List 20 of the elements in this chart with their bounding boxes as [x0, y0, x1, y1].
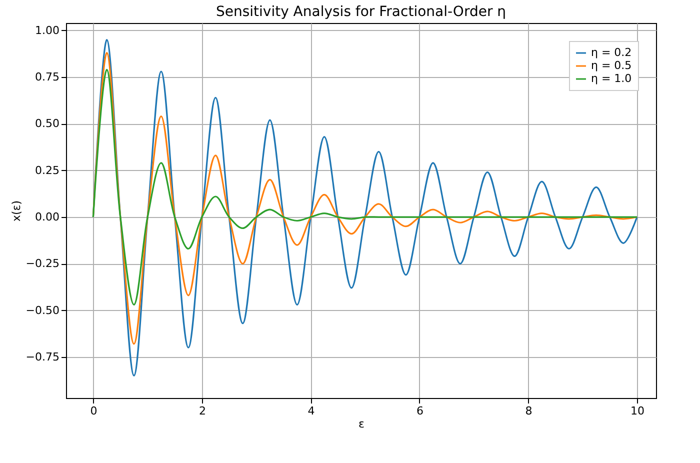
legend-label: η = 0.5	[591, 59, 632, 72]
x-tick-label: 8	[525, 404, 532, 418]
y-tick-label: −0.25	[26, 257, 60, 270]
y-tick-label: 0.50	[35, 117, 60, 130]
x-axis-title: ε	[358, 418, 365, 430]
y-tick-label: 0.25	[35, 164, 60, 177]
x-tick-label: 2	[198, 404, 206, 418]
y-tick-label: 1.00	[35, 24, 60, 37]
legend-label: η = 1.0	[591, 72, 632, 85]
y-tick-label: 0.00	[35, 210, 60, 224]
x-tick-label: 10	[630, 404, 644, 418]
chart-title: Sensitivity Analysis for Fractional-Order η	[216, 4, 506, 20]
y-axis-title: x(ε)	[10, 200, 23, 222]
x-tick-label: 6	[416, 404, 424, 418]
x-tick-label: 0	[90, 404, 98, 418]
x-tick-label: 4	[308, 404, 315, 418]
y-tick-label: 0.75	[35, 70, 60, 84]
y-tick-label: −0.50	[26, 304, 60, 317]
legend-label: η = 0.2	[591, 46, 632, 59]
y-tick-label: −0.75	[26, 350, 60, 364]
